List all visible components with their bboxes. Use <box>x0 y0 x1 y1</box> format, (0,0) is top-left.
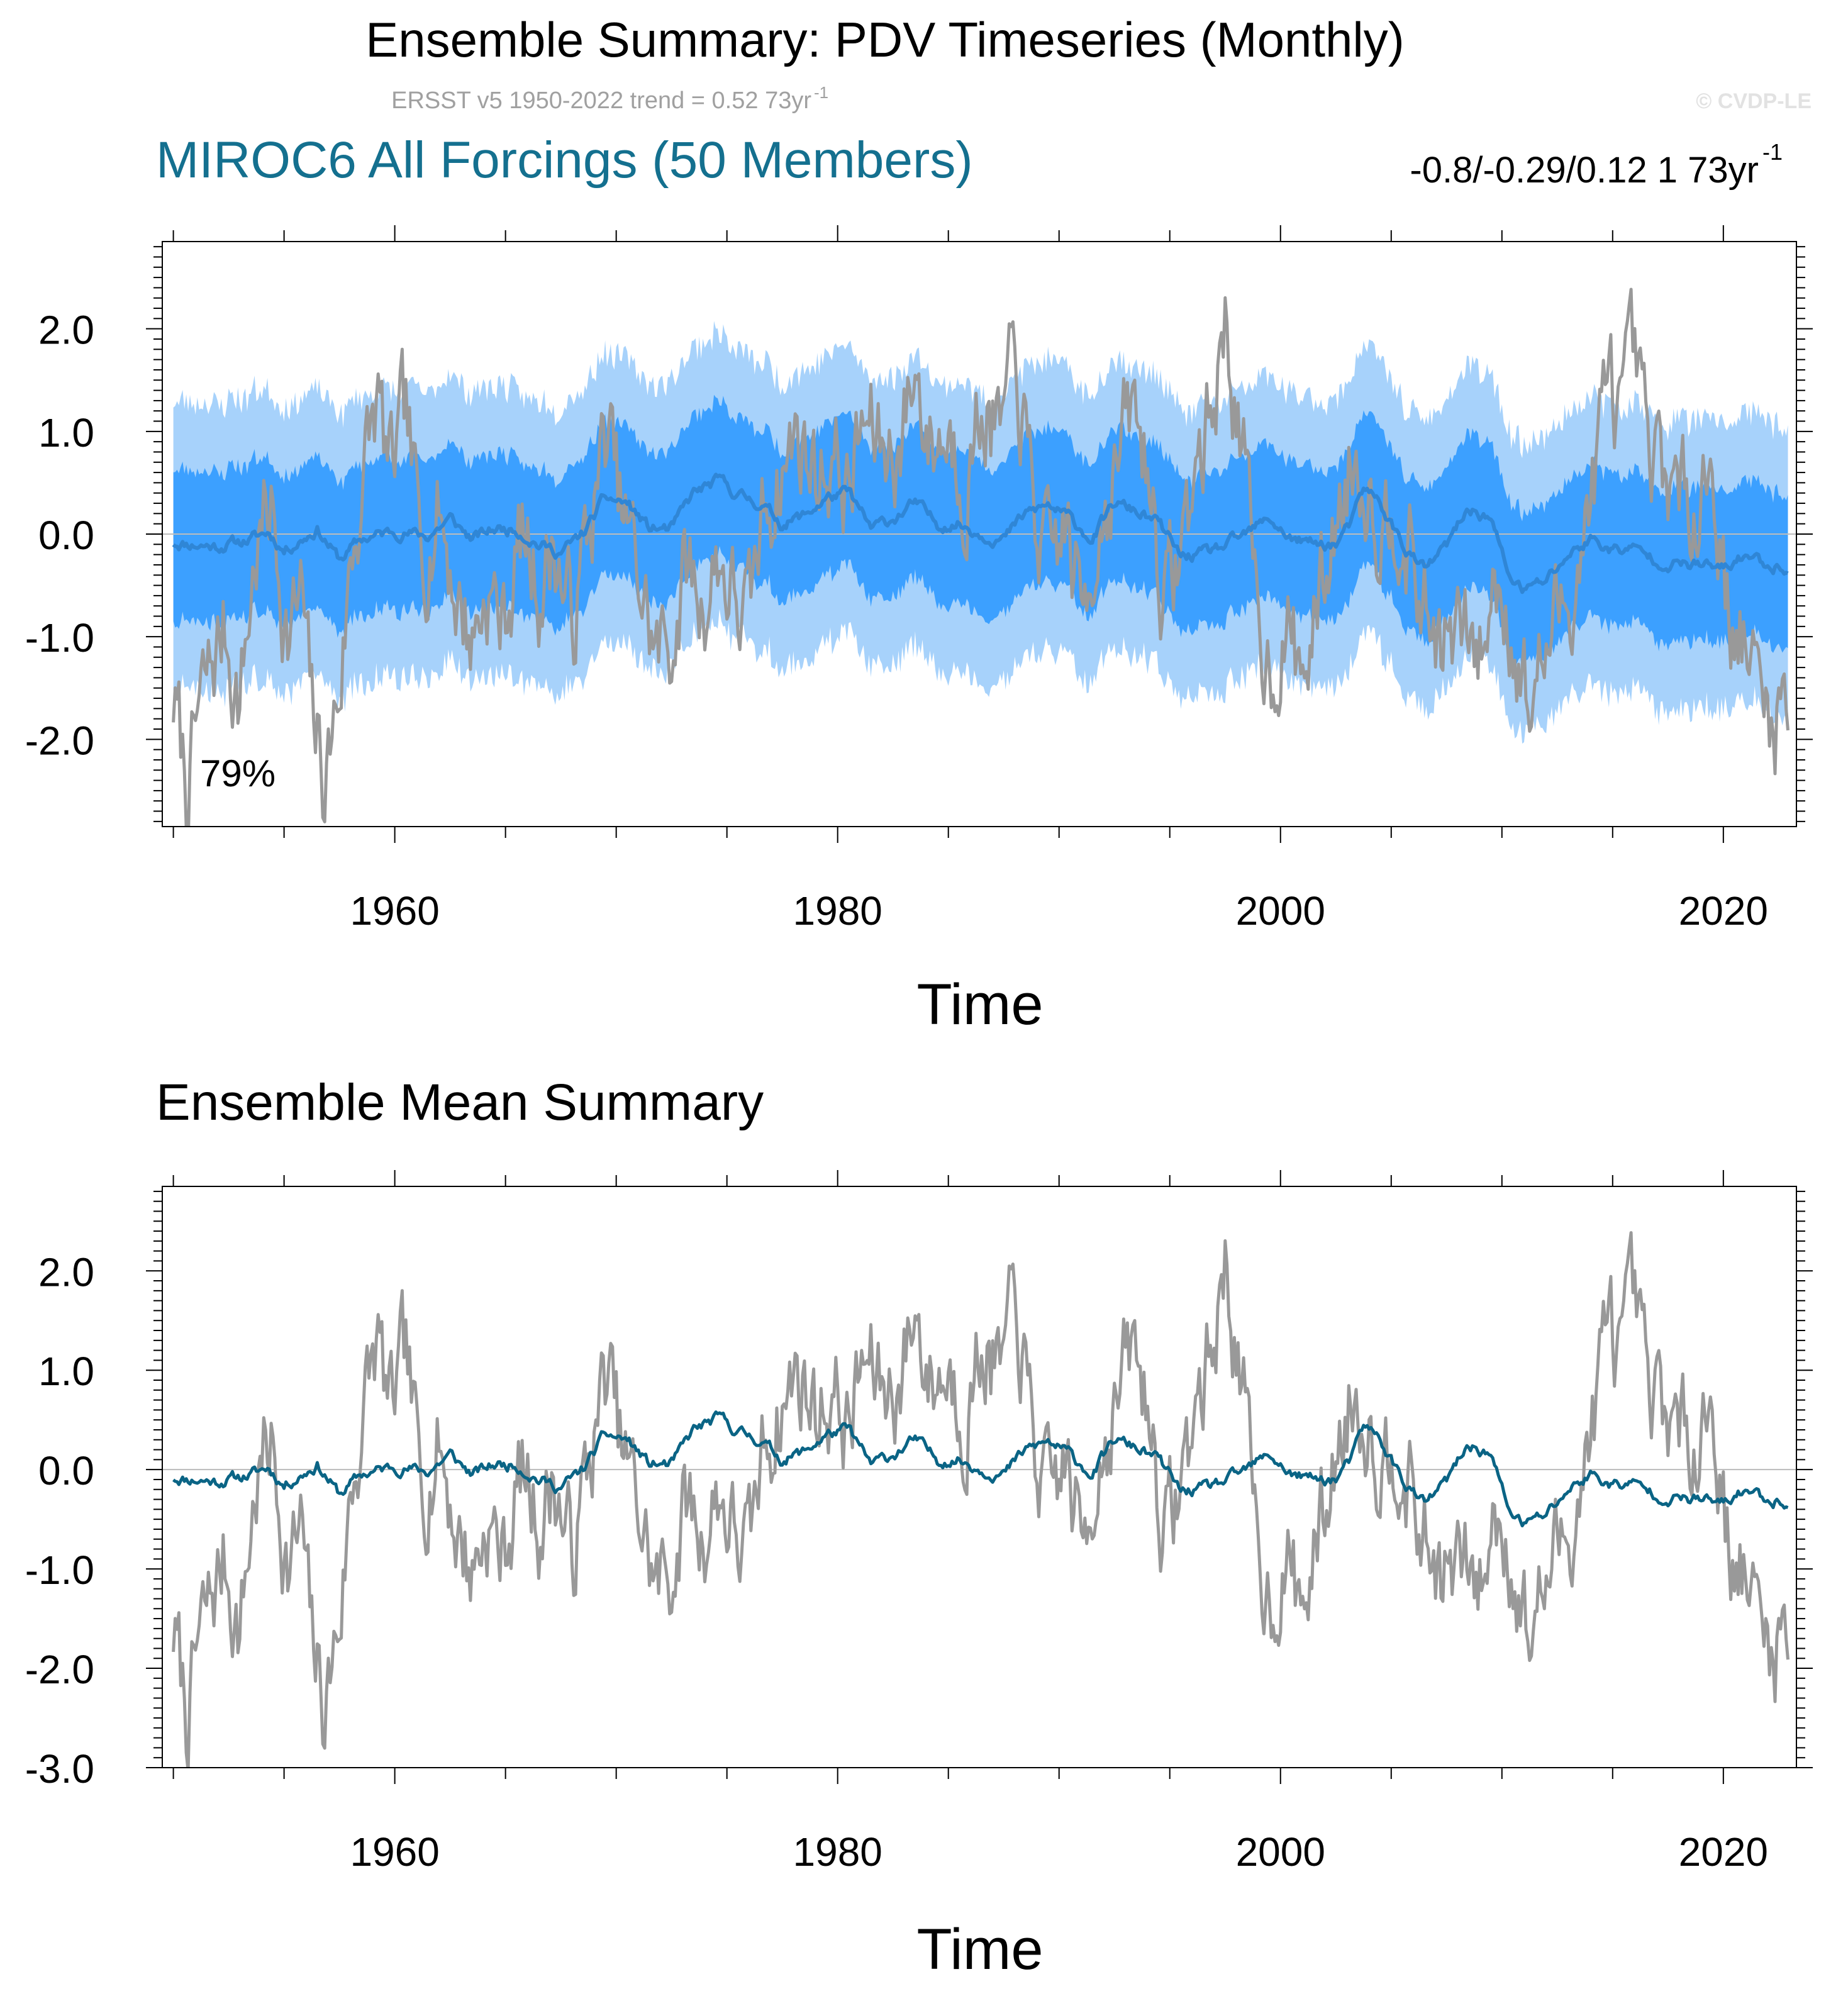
y-tick-label: -1.0 <box>25 1547 94 1593</box>
y-tick-label: -2.0 <box>25 1647 94 1692</box>
y-tick-label: 0.0 <box>38 513 94 558</box>
y-tick-label: 1.0 <box>38 1349 94 1394</box>
y-tick-label: 2.0 <box>38 308 94 353</box>
panel1-trend-text: -0.8/-0.29/0.12 1 73yr <box>1410 150 1759 191</box>
panel2-plot: 2.0 1.0 0.0 -1.0 -2.0 -3.0 1960 1980 2000 2020 <box>25 1170 1813 1875</box>
panel1-plot: 2.0 1.0 0.0 -1.0 -2.0 1960 1980 2000 2020 79% <box>25 225 1813 934</box>
x-tick-label: 1980 <box>793 1829 882 1875</box>
y-tick-label: 0.0 <box>38 1448 94 1493</box>
panel1-title: MIROC6 All Forcings (50 Members) <box>156 131 973 189</box>
x-tick-label: 1980 <box>793 888 882 934</box>
observed-series-line <box>172 1231 1790 1768</box>
x-tick-label: 2020 <box>1679 1829 1768 1875</box>
x-tick-label: 1960 <box>350 1829 439 1875</box>
panel1-xlabel: Time <box>916 973 1043 1037</box>
observed-series-line <box>172 287 1790 827</box>
y-tick-label: -3.0 <box>25 1746 94 1792</box>
y-tick-label: 1.0 <box>38 410 94 455</box>
figure-title: Ensemble Summary: PDV Timeseries (Monthl… <box>365 12 1404 67</box>
panel2-title: Ensemble Mean Summary <box>156 1074 764 1131</box>
y-tick-label: -1.0 <box>25 615 94 661</box>
figure-subtitle-superscript: -1 <box>814 83 828 102</box>
x-tick-label: 1960 <box>350 888 439 934</box>
x-tick-label: 2020 <box>1679 888 1768 934</box>
panel2-xlabel: Time <box>916 1917 1043 1982</box>
plot-frame <box>162 1186 1797 1768</box>
ensemble-mean-line <box>172 1410 1789 1527</box>
plot-area <box>162 1231 1796 1768</box>
ensemble-mean-line <box>172 472 1789 594</box>
x-tick-label: 2000 <box>1236 1829 1325 1875</box>
y-tick-label: -2.0 <box>25 718 94 763</box>
plot-area <box>162 287 1796 827</box>
y-tick-label: 2.0 <box>38 1249 94 1295</box>
x-tick-label: 2000 <box>1236 888 1325 934</box>
figure-subtitle: ERSST v5 1950-2022 trend = 0.52 73yr <box>391 87 811 114</box>
percent-annotation: 79% <box>200 752 276 794</box>
watermark: © CVDP-LE <box>1696 89 1812 113</box>
panel1-trend-superscript: -1 <box>1762 139 1783 165</box>
